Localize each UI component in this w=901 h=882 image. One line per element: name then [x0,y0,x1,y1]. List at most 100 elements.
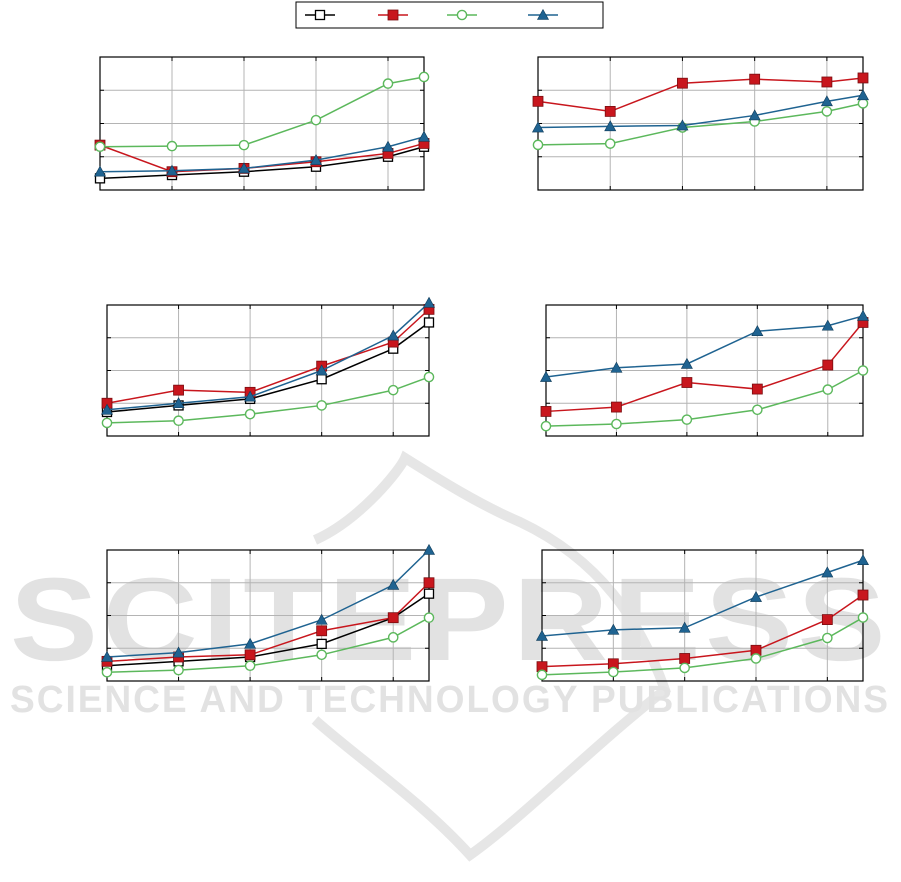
data-point [387,632,399,643]
data-point [244,408,256,420]
data-point [604,106,616,117]
data-point [316,625,328,637]
legend [295,1,604,29]
data-point [821,106,833,117]
data-point [316,649,327,661]
legend-marker [456,9,468,21]
legend-entry [305,9,335,21]
series-line [537,94,864,129]
data-point [677,77,688,89]
series-line [541,594,864,668]
series-red [532,72,869,117]
data-point [387,578,400,590]
series-line [545,315,864,378]
data-point [535,629,549,641]
data-point [822,384,834,395]
series-green [94,71,430,153]
data-point [857,98,869,109]
data-point [679,653,691,664]
chart-bottom-right [535,549,870,682]
series-blue [535,554,870,641]
data-point [173,384,184,396]
data-point [238,139,250,151]
data-point [676,119,689,131]
series-red [540,317,869,417]
data-point [237,162,251,174]
data-point [316,374,327,385]
data-point [856,309,870,321]
legend-marker [387,9,399,21]
data-point [821,566,834,578]
data-point [539,370,553,382]
data-point [531,121,545,133]
data-point [310,114,322,126]
series-green [101,371,435,429]
series-line [106,321,430,413]
data-point [423,612,435,623]
data-point [820,95,833,107]
data-point [532,95,544,107]
data-point [244,660,256,672]
chart-middle-left [100,296,436,437]
series-line [106,593,430,667]
data-point [382,78,394,89]
series-line [537,77,864,113]
series-red [536,589,869,673]
data-point [244,637,257,649]
data-point [604,120,617,132]
series-line [106,617,430,674]
data-point [244,649,256,661]
data-point [607,623,620,635]
data-point [821,614,833,625]
data-point [173,664,184,676]
data-point [856,554,870,566]
series-black [101,317,435,418]
series-blue [93,130,431,177]
data-point [423,588,435,599]
data-point [422,296,436,308]
data-point [856,89,870,101]
data-point [166,140,178,152]
data-point [678,621,691,633]
data-point [173,415,184,427]
chart-bottom-left [100,543,436,682]
data-point [749,590,763,602]
data-point [532,139,544,151]
data-point [821,319,834,331]
legend-entry [447,9,477,21]
legend-entry [378,9,408,21]
data-point [751,383,763,395]
data-point [417,130,431,142]
series-line [537,102,864,146]
chart-top-right [531,56,870,191]
series-line [541,559,864,637]
series-line [106,302,430,411]
data-point [611,401,622,413]
data-point [611,418,622,430]
data-point [165,164,179,176]
data-point [387,329,400,341]
data-point [857,365,869,376]
series-line [106,582,430,663]
data-point [821,76,833,88]
data-point [316,400,327,411]
data-point [418,71,430,83]
series-line [99,76,425,148]
series-green [532,98,869,151]
legend-entry [528,8,558,20]
data-point [172,397,185,409]
series-line [541,616,864,676]
data-point [423,317,435,328]
data-point [93,165,107,177]
data-point [681,377,693,388]
series-line [99,146,425,180]
data-point [749,73,761,85]
chart-middle-right [539,304,870,437]
series-line [99,136,425,173]
series-blue [531,89,870,133]
data-point [309,153,323,165]
series-line [545,369,864,427]
data-point [536,669,548,681]
data-point [857,612,869,623]
